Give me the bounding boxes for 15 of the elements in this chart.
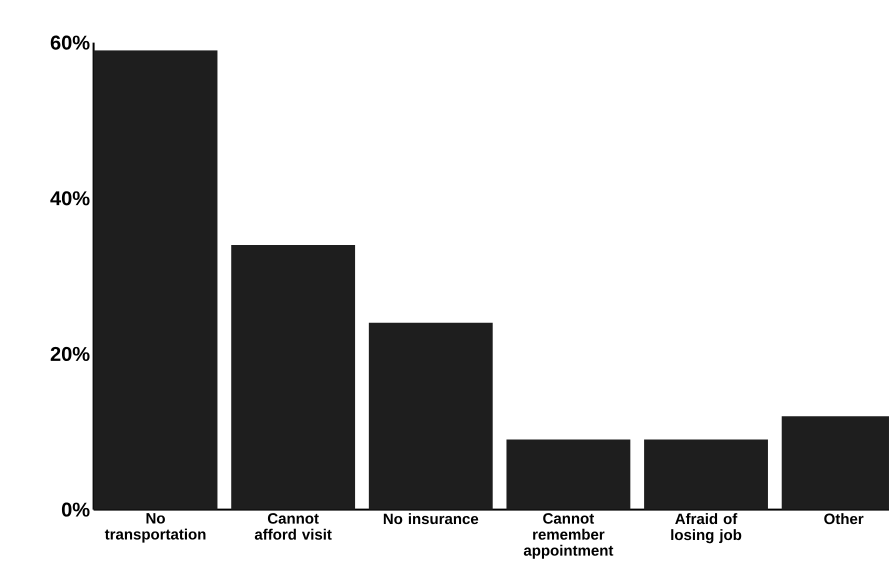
bar: [644, 440, 768, 510]
bar: [368, 322, 493, 510]
bar: [506, 440, 630, 510]
x-tick-label: Cannot remember appointment: [524, 513, 614, 559]
bar: [94, 50, 218, 510]
x-tick-label: No transportation: [104, 513, 206, 543]
x-tick-label: Other: [824, 513, 864, 524]
x-tick-label: Afraid of losing job: [671, 513, 742, 544]
y-tick-label: 40%: [50, 191, 90, 206]
y-tick-label: 0%: [62, 502, 90, 517]
x-tick-label: Cannot afford visit: [254, 513, 332, 540]
y-tick-label: 20%: [50, 346, 90, 362]
y-tick-label: 60%: [50, 36, 90, 50]
bar: [231, 244, 356, 510]
x-tick-label: No insurance: [384, 513, 478, 524]
